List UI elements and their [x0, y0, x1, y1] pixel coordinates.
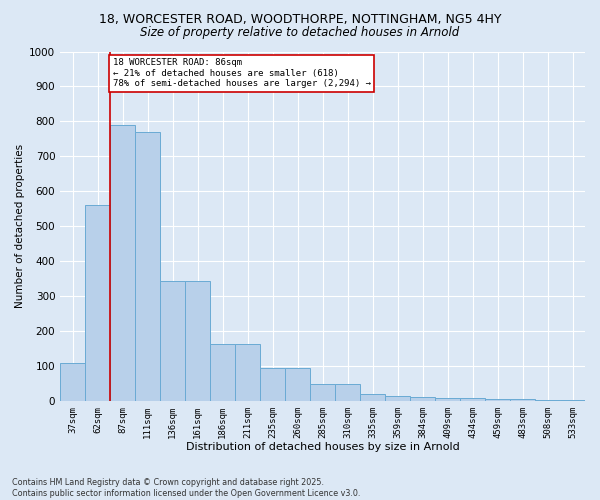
Bar [110, 125, 135, 401]
Text: 18 WORCESTER ROAD: 86sqm
← 21% of detached houses are smaller (618)
78% of semi-: 18 WORCESTER ROAD: 86sqm ← 21% of detach… [113, 58, 371, 88]
Text: 18, WORCESTER ROAD, WOODTHORPE, NOTTINGHAM, NG5 4HY: 18, WORCESTER ROAD, WOODTHORPE, NOTTINGH… [99, 12, 501, 26]
Bar [385, 396, 410, 401]
Bar [235, 344, 260, 401]
Text: Contains HM Land Registry data © Crown copyright and database right 2025.
Contai: Contains HM Land Registry data © Crown c… [12, 478, 361, 498]
Bar [310, 384, 335, 401]
Bar [510, 400, 535, 401]
Bar [410, 397, 435, 401]
Bar [60, 363, 85, 401]
Bar [335, 384, 360, 401]
Bar [160, 280, 185, 401]
Bar [560, 400, 585, 401]
Bar [485, 400, 510, 401]
Bar [535, 400, 560, 401]
Bar [285, 368, 310, 401]
Bar [435, 398, 460, 401]
Bar [85, 206, 110, 401]
Bar [210, 344, 235, 401]
Y-axis label: Number of detached properties: Number of detached properties [15, 144, 25, 308]
X-axis label: Distribution of detached houses by size in Arnold: Distribution of detached houses by size … [186, 442, 460, 452]
Bar [135, 132, 160, 401]
Bar [460, 398, 485, 401]
Bar [185, 280, 210, 401]
Bar [260, 368, 285, 401]
Text: Size of property relative to detached houses in Arnold: Size of property relative to detached ho… [140, 26, 460, 39]
Bar [360, 394, 385, 401]
